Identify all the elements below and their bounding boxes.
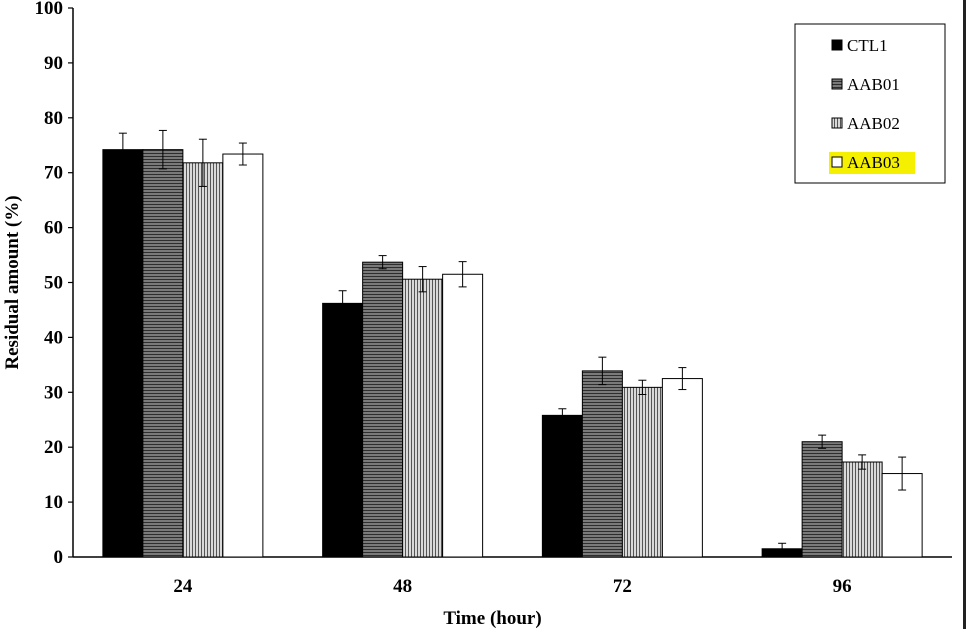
legend-swatch-aab02 (831, 117, 843, 129)
legend-swatch-aab03 (831, 156, 843, 168)
y-axis-title: Residual amount (%) (2, 195, 23, 369)
y-tick-label: 10 (44, 492, 63, 513)
legend-label-ctl1: CTL1 (847, 36, 888, 55)
y-tick-label: 80 (44, 108, 63, 129)
bar-aab01-72 (581, 370, 623, 558)
bar-aab02-72 (621, 386, 663, 558)
bars (102, 129, 923, 558)
y-tick-label: 20 (44, 437, 63, 458)
legend-swatch-aab01 (831, 78, 843, 90)
x-tick-label: 48 (393, 576, 412, 597)
bar-aab01-48 (362, 261, 404, 558)
legend-label-aab03: AAB03 (847, 153, 900, 172)
bar-aab01-96 (801, 441, 843, 558)
y-tick-label: 30 (44, 382, 63, 403)
legend-swatch-ctl1 (831, 39, 843, 51)
y-tick-label: 40 (44, 327, 63, 348)
y-tick-label: 100 (35, 0, 64, 19)
bar-ctl1-24 (102, 149, 144, 558)
bar-aab02-48 (402, 278, 444, 558)
x-tick-label: 24 (173, 576, 193, 597)
x-axis-title: Time (hour) (443, 608, 541, 629)
bar-ctl1-72 (541, 414, 583, 558)
x-tick-label: 72 (613, 576, 632, 597)
bar-aab03-24 (222, 153, 264, 558)
bar-ctl1-48 (322, 302, 364, 558)
bar-aab02-24 (182, 162, 224, 558)
bar-aab03-72 (661, 378, 703, 558)
y-tick-label: 60 (44, 218, 63, 239)
labels: 0 10 20 30 40 50 60 70 80 90 100 24 48 72 96 Time (hour… (2, 0, 852, 629)
y-tick-label: 50 (44, 273, 63, 294)
bar-aab01-24 (142, 149, 184, 558)
legend-label-aab01: AAB01 (847, 75, 900, 94)
bar-aab02-96 (841, 461, 883, 558)
legend: CTL1 AAB01 AAB02 AAB03 (794, 23, 946, 184)
y-tick-label: 70 (44, 163, 63, 184)
legend-label-aab02: AAB02 (847, 114, 900, 133)
x-tick-label: 96 (833, 576, 852, 597)
y-tick-label: 0 (54, 547, 64, 568)
legend-highlight (829, 152, 915, 174)
y-tick-label: 90 (44, 53, 63, 74)
bar-aab03-48 (442, 273, 484, 558)
